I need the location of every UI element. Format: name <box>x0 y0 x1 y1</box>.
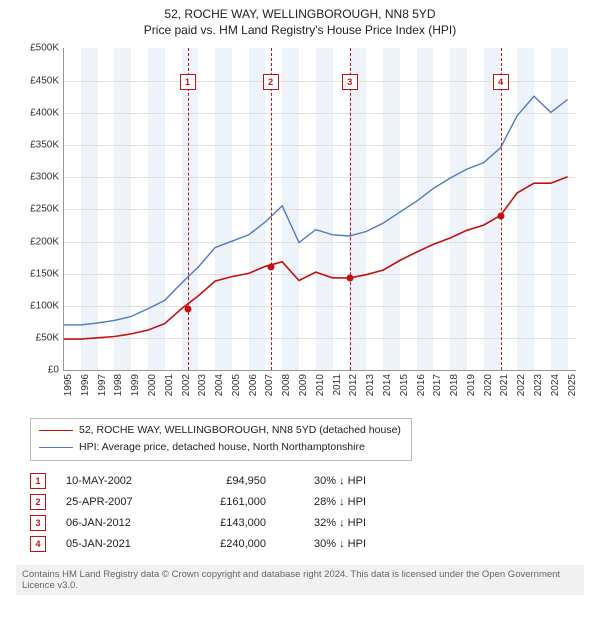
y-tick-label: £100K <box>15 300 59 311</box>
sales-table: 1 10-MAY-2002 £94,950 30% ↓ HPI 2 25-APR-2007… <box>30 471 586 555</box>
hpi-line <box>64 97 568 326</box>
legend-row: 52, ROCHE WAY, WELLINGBOROUGH, NN8 5YD (… <box>39 422 401 439</box>
sale-row: 4 05-JAN-2021 £240,000 30% ↓ HPI <box>30 534 586 555</box>
title-line-2: Price paid vs. HM Land Registry's House … <box>14 22 586 38</box>
sale-marker-flag: 4 <box>493 74 509 90</box>
sale-marker-flag: 1 <box>180 74 196 90</box>
y-tick-label: £0 <box>15 365 59 376</box>
footer-attribution: Contains HM Land Registry data © Crown c… <box>16 565 584 595</box>
sale-hpi-delta: 32% ↓ HPI <box>286 513 366 534</box>
legend-swatch <box>39 447 73 448</box>
y-tick-label: £50K <box>15 333 59 344</box>
price-paid-line <box>64 177 568 339</box>
sale-point <box>346 275 353 282</box>
legend-label: HPI: Average price, detached house, Nort… <box>79 439 365 456</box>
sale-index-badge: 2 <box>30 494 46 510</box>
x-tick-label: 2025 <box>567 374 600 414</box>
sale-date: 10-MAY-2002 <box>66 471 166 492</box>
sale-marker-line <box>188 48 189 370</box>
y-tick-label: £200K <box>15 236 59 247</box>
y-tick-label: £150K <box>15 268 59 279</box>
sale-point <box>184 306 191 313</box>
sale-row: 1 10-MAY-2002 £94,950 30% ↓ HPI <box>30 471 586 492</box>
sale-date: 06-JAN-2012 <box>66 513 166 534</box>
legend-row: HPI: Average price, detached house, Nort… <box>39 439 401 456</box>
y-tick-label: £500K <box>15 43 59 54</box>
sale-point <box>267 263 274 270</box>
sale-row: 2 25-APR-2007 £161,000 28% ↓ HPI <box>30 492 586 513</box>
sale-index-badge: 1 <box>30 473 46 489</box>
sale-date: 25-APR-2007 <box>66 492 166 513</box>
sale-index-badge: 3 <box>30 515 46 531</box>
sale-price: £94,950 <box>186 471 266 492</box>
sale-marker-line <box>271 48 272 370</box>
legend-swatch <box>39 430 73 431</box>
sale-marker-line <box>501 48 502 370</box>
sale-hpi-delta: 30% ↓ HPI <box>286 534 366 555</box>
y-tick-label: £350K <box>15 139 59 150</box>
sale-marker-flag: 3 <box>342 74 358 90</box>
sale-marker-flag: 2 <box>263 74 279 90</box>
sale-date: 05-JAN-2021 <box>66 534 166 555</box>
title-line-1: 52, ROCHE WAY, WELLINGBOROUGH, NN8 5YD <box>14 6 586 22</box>
legend-label: 52, ROCHE WAY, WELLINGBOROUGH, NN8 5YD (… <box>79 422 401 439</box>
sale-index-badge: 4 <box>30 536 46 552</box>
y-tick-label: £250K <box>15 204 59 215</box>
chart-area: £0 £50K £100K £150K £200K £250K £300K £350K £400… <box>15 42 585 412</box>
y-tick-label: £450K <box>15 75 59 86</box>
sale-row: 3 06-JAN-2012 £143,000 32% ↓ HPI <box>30 513 586 534</box>
sale-point <box>497 212 504 219</box>
chart-title: 52, ROCHE WAY, WELLINGBOROUGH, NN8 5YD P… <box>14 6 586 38</box>
y-tick-label: £300K <box>15 172 59 183</box>
sale-marker-line <box>350 48 351 370</box>
sale-hpi-delta: 30% ↓ HPI <box>286 471 366 492</box>
plot-region: 1 2 3 4 <box>63 48 576 371</box>
sale-price: £161,000 <box>186 492 266 513</box>
legend: 52, ROCHE WAY, WELLINGBOROUGH, NN8 5YD (… <box>30 418 412 461</box>
y-tick-label: £400K <box>15 107 59 118</box>
sale-price: £143,000 <box>186 513 266 534</box>
sale-price: £240,000 <box>186 534 266 555</box>
sale-hpi-delta: 28% ↓ HPI <box>286 492 366 513</box>
